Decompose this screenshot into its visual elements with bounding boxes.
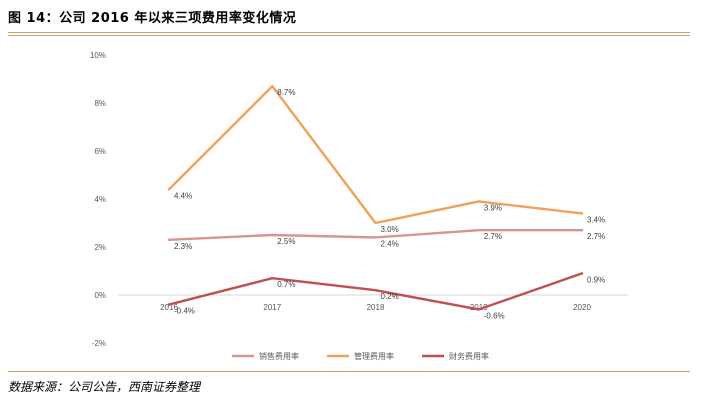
top-rule [8, 32, 690, 33]
data-label: 3.0% [381, 225, 399, 234]
data-label: 2.7% [484, 232, 502, 241]
data-point [271, 233, 274, 237]
data-label: 0.2% [381, 292, 399, 301]
y-tick-label: 10% [90, 51, 106, 60]
bottom-rule [8, 371, 690, 372]
series-layer [167, 84, 584, 311]
data-point [580, 229, 584, 232]
data-point [167, 303, 171, 306]
data-point [271, 277, 274, 280]
y-tick-label: 8% [94, 99, 106, 108]
y-tick-label: 0% [94, 291, 106, 300]
data-label: 3.4% [587, 215, 605, 224]
x-tick-label: 2017 [263, 303, 281, 312]
x-tick-label: 2016 [160, 303, 178, 312]
data-label: -0.6% [484, 311, 505, 320]
data-point [271, 85, 274, 88]
top-rule-thin [8, 35, 690, 36]
y-tick-label: 4% [94, 195, 106, 204]
data-label: 2.7% [587, 232, 605, 241]
data-label: 0.7% [277, 280, 295, 289]
data-label: 8.7% [277, 88, 295, 97]
data-label: 2.3% [174, 242, 192, 251]
y-axis: -2% 0% 2% 4% 6% 8% 10% [90, 51, 106, 348]
x-tick-label: 2018 [367, 303, 385, 312]
data-point [477, 229, 480, 232]
data-point [580, 272, 584, 275]
legend-label: 销售费用率 [259, 351, 299, 361]
legend-label: 财务费用率 [449, 351, 489, 361]
y-tick-label: 2% [94, 243, 106, 252]
x-tick-label: 2020 [573, 303, 591, 312]
y-tick-label: 6% [94, 147, 106, 156]
data-label: 2.5% [277, 237, 295, 246]
series-line-2 [167, 84, 584, 225]
data-point [374, 221, 377, 225]
data-point [580, 212, 584, 215]
data-point [167, 238, 171, 241]
figure-title: 图 14：公司 2016 年以来三项费用率变化情况 [8, 11, 297, 26]
data-point [477, 200, 480, 203]
data-label: 2.4% [381, 239, 399, 248]
data-point [374, 289, 377, 292]
legend: 销售费用率 管理费用率 财务费用率 [232, 351, 489, 361]
data-label: 0.9% [587, 275, 605, 284]
x-tick-label: 2019 [470, 303, 488, 312]
data-label: 4.4% [174, 191, 192, 200]
data-point [477, 308, 480, 311]
data-label: -0.4% [174, 307, 195, 316]
data-point [167, 188, 171, 191]
data-label-layer: 2.3% 2.5% 2.4% 2.7% 2.7% 4.4% 8.7% 3.0% 3.9% 3.4%… [174, 88, 605, 320]
legend-label: 管理费用率 [354, 351, 394, 361]
data-point [374, 236, 377, 239]
y-tick-label: -2% [92, 339, 106, 348]
data-label: 3.9% [484, 203, 502, 212]
source-note: 数据来源：公司公告，西南证券整理 [8, 380, 201, 394]
